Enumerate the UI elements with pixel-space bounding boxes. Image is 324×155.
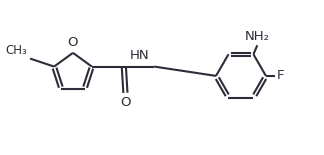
Text: O: O xyxy=(120,96,131,109)
Text: CH₃: CH₃ xyxy=(6,44,28,57)
Text: HN: HN xyxy=(129,49,149,62)
Text: NH₂: NH₂ xyxy=(245,30,270,43)
Text: O: O xyxy=(68,36,78,49)
Text: F: F xyxy=(276,69,284,82)
